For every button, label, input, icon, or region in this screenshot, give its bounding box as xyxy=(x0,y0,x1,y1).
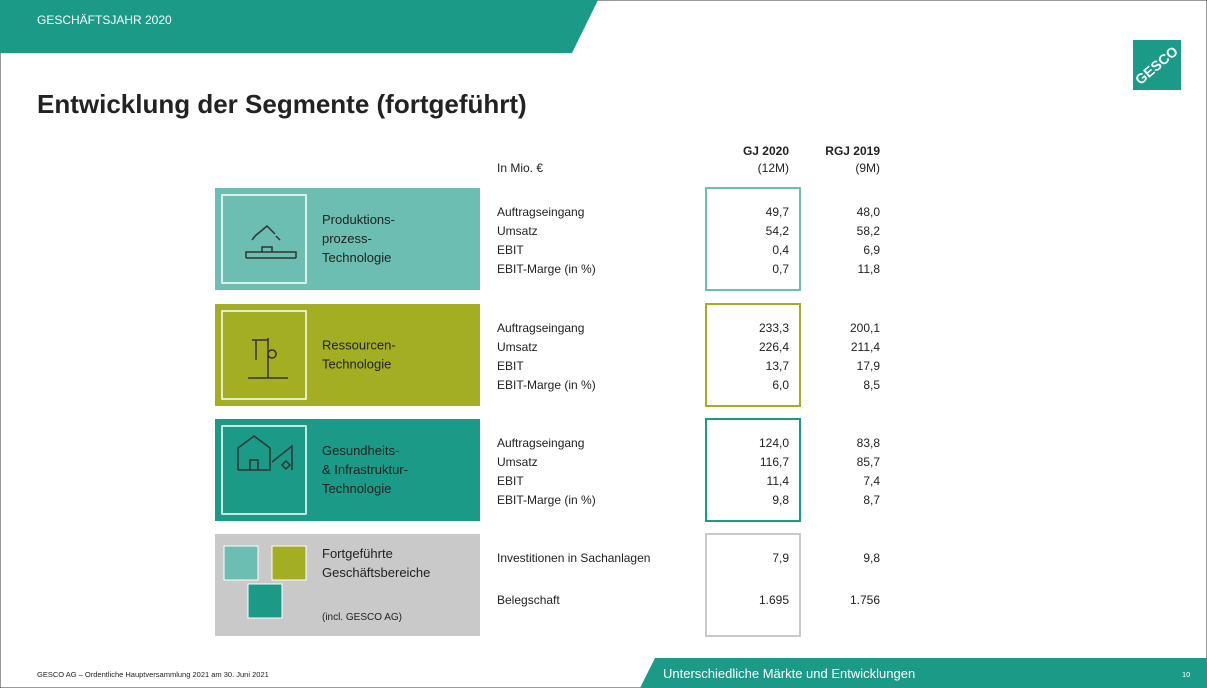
icon xyxy=(245,224,297,259)
icon xyxy=(248,338,288,379)
metric-value: 48,0 xyxy=(857,205,881,219)
column-header: GJ 2020 xyxy=(743,144,789,158)
metric-value: 13,7 xyxy=(766,359,790,373)
metric-label: Investitionen in Sachanlagen xyxy=(497,551,650,565)
segment-name: Ressourcen- xyxy=(322,338,396,353)
metric-value: 6,9 xyxy=(863,243,880,257)
value-box xyxy=(705,533,801,637)
footer-text: GESCO AG – Ordentliche Hauptversammlung … xyxy=(37,670,269,679)
footer-banner xyxy=(640,658,1207,688)
metric-value: 7,9 xyxy=(772,551,789,565)
metric-value: 124,0 xyxy=(759,436,789,450)
metric-value: 49,7 xyxy=(766,205,790,219)
metric-value: 211,4 xyxy=(851,340,880,354)
column-period: (9M) xyxy=(855,161,880,175)
metric-value: 11,4 xyxy=(767,474,790,488)
header-banner xyxy=(0,0,598,53)
metric-value: 17,9 xyxy=(857,359,881,373)
value-box xyxy=(705,187,801,291)
metric-value: 1.756 xyxy=(850,593,880,607)
value-box xyxy=(705,418,801,522)
segment-name: Technologie xyxy=(322,357,391,372)
metric-label: Umsatz xyxy=(497,340,538,354)
icon-tile xyxy=(271,545,307,581)
metric-label: Auftragseingang xyxy=(497,436,584,450)
column-header: RGJ 2019 xyxy=(825,144,880,158)
metric-label: Belegschaft xyxy=(497,593,560,607)
metric-value: 226,4 xyxy=(759,340,789,354)
metric-value: 0,4 xyxy=(772,243,789,257)
metric-value: 9,8 xyxy=(863,551,880,565)
header-tag: GESCHÄFTSJAHR 2020 xyxy=(37,13,172,27)
metric-label: EBIT-Marge (in %) xyxy=(497,262,596,276)
footer-banner-text: Unterschiedliche Märkte und Entwicklunge… xyxy=(663,666,915,681)
metric-label: EBIT xyxy=(497,243,524,257)
metric-value: 0,7 xyxy=(772,262,789,276)
metric-value: 1.695 xyxy=(759,593,789,607)
segment-box xyxy=(215,304,480,406)
segment-name: prozess- xyxy=(322,231,372,246)
segment-name: Produktions- xyxy=(322,212,395,227)
metric-label: EBIT-Marge (in %) xyxy=(497,378,596,392)
icon-frame xyxy=(221,194,307,284)
metric-value: 83,8 xyxy=(857,436,881,450)
icon-tile xyxy=(223,545,259,581)
metric-label: Umsatz xyxy=(497,224,538,238)
metric-value: 54,2 xyxy=(766,224,790,238)
icon-frame xyxy=(221,310,307,400)
icon-frame xyxy=(221,425,307,515)
metric-value: 200,1 xyxy=(850,321,880,335)
metric-label: Auftragseingang xyxy=(497,205,584,219)
metric-value: 116,7 xyxy=(760,455,789,469)
logo: GESCO xyxy=(1132,40,1181,90)
metric-value: 11,8 xyxy=(858,262,881,276)
metric-value: 8,5 xyxy=(863,378,880,392)
icon xyxy=(237,435,293,471)
unit-label: In Mio. € xyxy=(497,161,543,175)
segment-name: & Infrastruktur- xyxy=(322,462,408,477)
metric-value: 7,4 xyxy=(863,474,880,488)
column-period: (12M) xyxy=(758,161,789,175)
metric-label: EBIT-Marge (in %) xyxy=(497,493,596,507)
segment-name: Technologie xyxy=(322,481,391,496)
metric-label: EBIT xyxy=(497,359,524,373)
segment-note: (incl. GESCO AG) xyxy=(322,612,402,623)
segment-name: Technologie xyxy=(322,250,391,265)
metric-value: 233,3 xyxy=(759,321,789,335)
metric-value: 6,0 xyxy=(772,378,789,392)
metric-value: 8,7 xyxy=(863,493,880,507)
metric-label: Auftragseingang xyxy=(497,321,584,335)
metric-label: Umsatz xyxy=(497,455,538,469)
value-box xyxy=(705,303,801,407)
metric-value: 9,8 xyxy=(772,493,789,507)
metric-value: 85,7 xyxy=(857,455,881,469)
segment-name: Geschäftsbereiche xyxy=(322,565,430,580)
metric-value: 58,2 xyxy=(857,224,881,238)
segment-name: Fortgeführte xyxy=(322,546,393,561)
metric-label: EBIT xyxy=(497,474,524,488)
segment-name: Gesundheits- xyxy=(322,443,399,458)
page-number: 10 xyxy=(1182,670,1190,679)
segment-box xyxy=(215,188,480,290)
icon-tile xyxy=(247,583,283,619)
slide-title: Entwicklung der Segmente (fortgeführt) xyxy=(37,89,527,119)
